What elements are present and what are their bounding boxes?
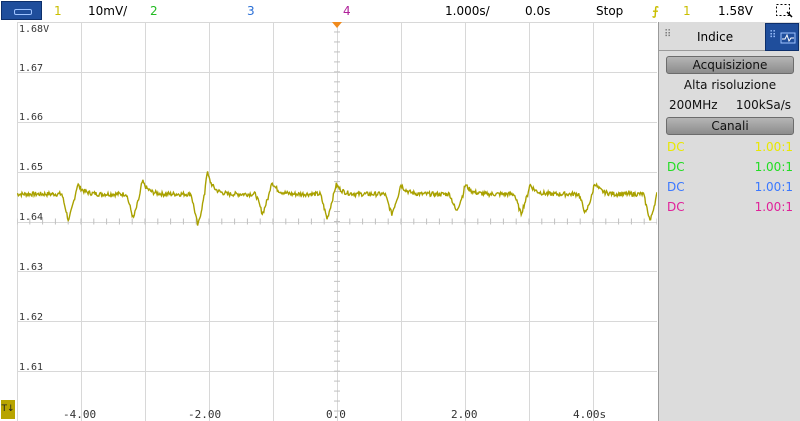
- x-tick-label: -4.00: [63, 408, 97, 421]
- tab-indice[interactable]: ⠿ Indice: [659, 23, 765, 51]
- y-tick-label: 1.62: [19, 312, 44, 323]
- trigger-level[interactable]: 1.58V: [718, 4, 753, 18]
- channel-probe: 1.00:1: [754, 200, 793, 214]
- y-tick-label: 1.67: [19, 63, 44, 74]
- channel-row-2[interactable]: DC 1.00:1: [659, 158, 800, 176]
- trigger-source[interactable]: 1: [683, 4, 691, 18]
- channel-probe: 1.00:1: [754, 140, 793, 154]
- channel-coupling: DC: [667, 180, 685, 194]
- sample-rate-value: 100kSa/s: [735, 98, 791, 112]
- channel-row-3[interactable]: DC 1.00:1: [659, 178, 800, 196]
- channels-header[interactable]: Canali: [666, 117, 794, 135]
- x-tick-label: 2.00: [451, 408, 478, 421]
- channel-probe: 1.00:1: [754, 160, 793, 174]
- oscilloscope-screen[interactable]: [17, 22, 657, 421]
- x-tick-label: 0.0: [326, 408, 346, 421]
- drag-grip-icon: ⠿: [769, 30, 777, 41]
- channel-row-4[interactable]: DC 1.00:1: [659, 198, 800, 216]
- channel-row-1[interactable]: DC 1.00:1: [659, 138, 800, 156]
- channel-1-trace: [17, 171, 657, 226]
- tab-secondary[interactable]: ⠿: [765, 23, 799, 51]
- channel-2-number[interactable]: 2: [150, 4, 158, 18]
- tab-label: Indice: [697, 30, 734, 44]
- graticule-ticks: [17, 22, 657, 412]
- scope-icon: [780, 32, 796, 44]
- trigger-edge-icon: ⨍: [652, 4, 659, 18]
- acquisition-header[interactable]: Acquisizione: [666, 56, 794, 74]
- display-select-icon[interactable]: [775, 3, 793, 19]
- side-panel: ⠿ Indice ⠿ Acquisizione Alta risoluzione…: [658, 22, 800, 421]
- bandwidth-value: 200MHz: [669, 98, 718, 112]
- status-bar: 1 10mV/ 2 3 4 1.000s/ 0.0s Stop ⨍ 1 1.58…: [0, 0, 800, 22]
- drag-grip-icon: ⠿: [664, 29, 672, 40]
- y-tick-label: 1.63: [19, 262, 44, 273]
- y-tick-label: 1.65: [19, 162, 44, 173]
- channel-1-number[interactable]: 1: [54, 4, 62, 18]
- channel-coupling: DC: [667, 200, 685, 214]
- run-state[interactable]: Stop: [596, 4, 624, 18]
- y-tick-label: 1.64: [19, 212, 44, 223]
- time-delay[interactable]: 0.0s: [525, 4, 551, 18]
- y-tick-label: 1.61: [19, 362, 44, 373]
- trigger-level-marker[interactable]: T↓: [1, 400, 15, 419]
- channel-4-number[interactable]: 4: [343, 4, 351, 18]
- channel-1-scale[interactable]: 10mV/: [88, 4, 128, 18]
- x-tick-label: -2.00: [188, 408, 222, 421]
- x-tick-label: 4.00s: [573, 408, 607, 421]
- timebase-scale[interactable]: 1.000s/: [445, 4, 490, 18]
- y-tick-label: 1.68V: [19, 24, 50, 35]
- channel-coupling: DC: [667, 160, 685, 174]
- channel-probe: 1.00:1: [754, 180, 793, 194]
- waveform-plot[interactable]: [17, 22, 657, 421]
- channel-3-number[interactable]: 3: [247, 4, 255, 18]
- channel-coupling: DC: [667, 140, 685, 154]
- y-tick-label: 1.66: [19, 112, 44, 123]
- acquisition-mode: Alta risoluzione: [683, 78, 777, 92]
- sample-rate-row: 200MHz 100kSa/s: [659, 98, 800, 114]
- trigger-position-marker[interactable]: [332, 22, 342, 28]
- scope-logo-icon[interactable]: [1, 1, 42, 20]
